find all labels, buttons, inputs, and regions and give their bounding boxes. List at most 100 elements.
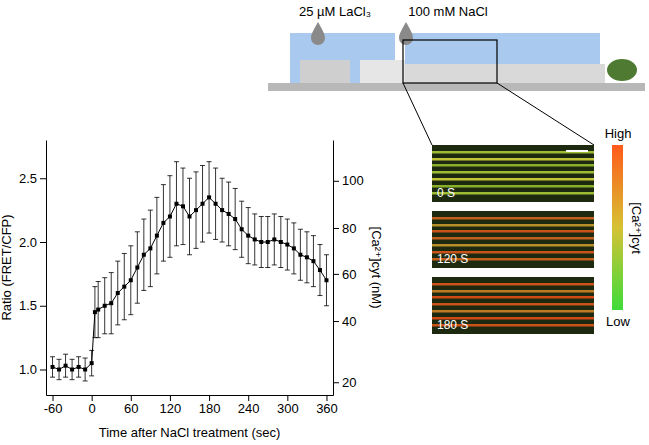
data-point bbox=[77, 365, 81, 369]
data-point bbox=[227, 212, 231, 216]
error-bar-cap bbox=[102, 333, 107, 334]
data-point bbox=[305, 255, 309, 259]
data-point bbox=[70, 368, 74, 372]
error-bar bbox=[311, 236, 316, 287]
error-bar bbox=[207, 162, 212, 233]
error-bar bbox=[272, 214, 277, 265]
error-bar bbox=[298, 229, 303, 280]
error-bar-cap bbox=[298, 280, 303, 281]
x-tick: -60 bbox=[44, 395, 63, 416]
error-bar-cap bbox=[285, 270, 290, 271]
error-bar bbox=[246, 208, 251, 264]
image-panel bbox=[432, 145, 594, 202]
data-point bbox=[90, 361, 94, 365]
error-bar bbox=[220, 178, 225, 242]
image-panel bbox=[432, 211, 594, 268]
y-tick: 2.0 bbox=[19, 235, 46, 250]
error-bar-cap bbox=[63, 354, 68, 355]
error-bar-cap bbox=[128, 314, 133, 315]
error-bar-cap bbox=[57, 359, 62, 360]
error-bar-cap bbox=[272, 213, 277, 214]
image-stripe bbox=[432, 244, 594, 247]
x-tick: 240 bbox=[238, 395, 260, 416]
x-tick-mark bbox=[209, 395, 210, 401]
root bbox=[405, 64, 605, 83]
color-bar-scale bbox=[612, 145, 623, 310]
y2-tick: 40 bbox=[333, 314, 356, 329]
y2-tick-mark bbox=[333, 274, 339, 275]
error-bar bbox=[291, 223, 296, 274]
data-point bbox=[266, 240, 270, 244]
error-bar bbox=[148, 210, 153, 287]
error-bar bbox=[187, 178, 192, 255]
figure: -600601201802403003601.01.52.02.52040608… bbox=[0, 0, 649, 445]
error-bar bbox=[200, 166, 205, 243]
error-bar-cap bbox=[304, 282, 309, 283]
data-point bbox=[135, 266, 139, 270]
data-point bbox=[122, 285, 126, 289]
error-bar-cap bbox=[92, 286, 97, 287]
data-point bbox=[279, 240, 283, 244]
y2-tick-mark bbox=[333, 321, 339, 322]
error-bar-cap bbox=[220, 242, 225, 243]
error-bar-cap bbox=[141, 219, 146, 220]
error-bar bbox=[265, 217, 270, 268]
x-tick-mark bbox=[248, 395, 249, 401]
data-point bbox=[259, 240, 263, 244]
x-tick-label: 120 bbox=[160, 401, 182, 416]
x-tick-label: 60 bbox=[124, 401, 138, 416]
error-bar-cap bbox=[304, 231, 309, 232]
x-axis-title: Time after NaCl treatment (sec) bbox=[99, 425, 281, 440]
error-bar-cap bbox=[324, 254, 329, 255]
well-left bbox=[300, 60, 350, 83]
data-point bbox=[161, 221, 165, 225]
data-point bbox=[142, 253, 146, 257]
data-point bbox=[207, 195, 211, 199]
error-bar-cap bbox=[311, 286, 316, 287]
data-point bbox=[57, 368, 61, 372]
image-stripe bbox=[432, 290, 594, 293]
error-bar-cap bbox=[180, 244, 185, 245]
error-bar bbox=[180, 168, 185, 245]
error-bar bbox=[122, 253, 127, 319]
data-point bbox=[272, 237, 276, 241]
schematic-label: 100 mM NaCl bbox=[408, 4, 488, 19]
image-stripe bbox=[432, 178, 594, 181]
error-bar-cap bbox=[187, 254, 192, 255]
data-point bbox=[148, 246, 152, 250]
error-bar bbox=[252, 214, 257, 265]
y2-axis-line bbox=[333, 141, 334, 396]
y2-tick-mark bbox=[333, 382, 339, 383]
error-bar-cap bbox=[324, 305, 329, 306]
data-point bbox=[253, 237, 257, 241]
data-point bbox=[116, 291, 120, 295]
y2-tick-label: 40 bbox=[342, 314, 356, 329]
error-bar-cap bbox=[278, 267, 283, 268]
error-bar-cap bbox=[233, 249, 238, 250]
data-point bbox=[292, 246, 296, 250]
image-stripe bbox=[432, 151, 594, 154]
y-tick-label: 1.0 bbox=[19, 362, 37, 377]
error-bar bbox=[226, 182, 231, 246]
error-bar-cap bbox=[161, 261, 166, 262]
x-tick-mark bbox=[326, 395, 327, 401]
x-tick: 120 bbox=[160, 395, 182, 416]
image-stripe bbox=[432, 303, 594, 306]
error-bar-cap bbox=[194, 248, 199, 249]
error-bar-cap bbox=[174, 161, 179, 162]
error-bar-cap bbox=[278, 216, 283, 217]
error-bar bbox=[76, 357, 81, 377]
schematic-label: 25 µM LaCl₃ bbox=[299, 4, 371, 19]
y-tick-label: 2.5 bbox=[19, 171, 37, 186]
error-bar bbox=[213, 168, 218, 239]
error-bar-cap bbox=[194, 171, 199, 172]
error-bar-cap bbox=[122, 319, 127, 320]
y-tick-mark bbox=[40, 370, 46, 371]
error-bar bbox=[239, 201, 244, 257]
error-bar bbox=[161, 185, 166, 262]
data-point bbox=[214, 202, 218, 206]
droplet bbox=[311, 22, 325, 45]
error-bar bbox=[102, 278, 107, 334]
error-bar-cap bbox=[50, 356, 55, 357]
color-bar-title: [Ca²⁺]cyt bbox=[629, 202, 644, 254]
